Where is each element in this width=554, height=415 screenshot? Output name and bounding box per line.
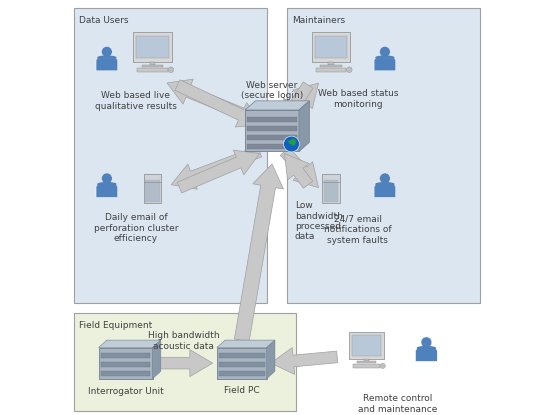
Text: Low
bandwidth
processed
data: Low bandwidth processed data <box>295 201 343 242</box>
Bar <box>143 174 161 203</box>
Circle shape <box>168 67 173 73</box>
Bar <box>101 362 151 367</box>
Polygon shape <box>98 183 116 184</box>
Text: Daily email of
perforation cluster
efficiency: Daily email of perforation cluster effic… <box>94 213 178 243</box>
Bar <box>349 332 384 359</box>
Text: Web server
(secure login): Web server (secure login) <box>241 81 303 100</box>
Bar <box>217 348 266 378</box>
Polygon shape <box>167 79 266 128</box>
Bar <box>353 364 380 368</box>
Polygon shape <box>299 101 309 151</box>
Polygon shape <box>171 146 261 189</box>
Circle shape <box>284 136 299 152</box>
Polygon shape <box>283 82 313 124</box>
Bar <box>324 180 338 202</box>
Polygon shape <box>280 147 319 188</box>
Polygon shape <box>284 154 313 188</box>
Polygon shape <box>96 184 117 198</box>
Polygon shape <box>374 184 396 198</box>
Polygon shape <box>376 56 394 58</box>
Bar <box>364 359 368 362</box>
Bar <box>219 353 265 359</box>
Bar <box>247 117 297 122</box>
Bar <box>137 68 168 72</box>
Bar <box>311 32 350 62</box>
Polygon shape <box>245 101 309 110</box>
Circle shape <box>380 364 385 369</box>
Polygon shape <box>96 58 117 71</box>
Circle shape <box>346 67 352 73</box>
Bar <box>247 144 297 149</box>
Bar <box>142 65 163 67</box>
Bar <box>316 68 346 72</box>
Bar <box>136 36 168 58</box>
Polygon shape <box>155 349 213 377</box>
Text: Field PC: Field PC <box>224 386 259 395</box>
Bar <box>219 362 265 367</box>
Bar <box>320 65 342 67</box>
Polygon shape <box>288 138 296 146</box>
Text: Interrogator Unit: Interrogator Unit <box>88 387 163 396</box>
Text: High bandwidth
acoustic data: High bandwidth acoustic data <box>148 331 219 351</box>
Polygon shape <box>98 56 116 58</box>
Bar <box>247 135 297 140</box>
Circle shape <box>379 173 391 184</box>
Bar <box>150 61 155 66</box>
Circle shape <box>101 46 112 57</box>
Bar <box>288 8 480 303</box>
Bar <box>329 61 334 66</box>
Polygon shape <box>271 348 338 374</box>
Polygon shape <box>217 340 275 348</box>
Bar <box>219 371 265 376</box>
Polygon shape <box>99 340 161 348</box>
Bar <box>247 126 297 131</box>
Polygon shape <box>374 58 396 71</box>
Polygon shape <box>266 340 275 378</box>
Bar <box>133 32 172 62</box>
Circle shape <box>379 46 391 57</box>
Polygon shape <box>276 83 319 127</box>
Text: Remote control
and maintenance: Remote control and maintenance <box>358 394 437 414</box>
Text: Data Users: Data Users <box>79 16 128 25</box>
Bar <box>352 335 381 356</box>
Bar <box>145 180 160 202</box>
Polygon shape <box>234 164 284 342</box>
Text: Web based live
qualitative results: Web based live qualitative results <box>95 91 177 111</box>
Polygon shape <box>376 183 394 184</box>
Polygon shape <box>417 347 435 348</box>
Text: Maintainers: Maintainers <box>293 16 346 25</box>
Bar <box>74 8 266 303</box>
Polygon shape <box>175 80 261 127</box>
Polygon shape <box>416 348 437 361</box>
Bar <box>99 348 152 378</box>
Bar <box>101 371 151 376</box>
Polygon shape <box>177 150 260 193</box>
Bar <box>322 174 340 203</box>
Text: Web based status
monitoring: Web based status monitoring <box>317 89 398 109</box>
Circle shape <box>421 337 432 348</box>
Bar <box>245 110 299 151</box>
Text: Field Equipment: Field Equipment <box>79 321 152 330</box>
Bar <box>74 313 296 411</box>
Circle shape <box>101 173 112 184</box>
Text: 24/7 email
notifications of
system faults: 24/7 email notifications of system fault… <box>324 215 392 245</box>
Bar <box>357 361 376 364</box>
Polygon shape <box>152 340 161 378</box>
Bar <box>315 36 347 58</box>
Bar <box>101 353 151 359</box>
